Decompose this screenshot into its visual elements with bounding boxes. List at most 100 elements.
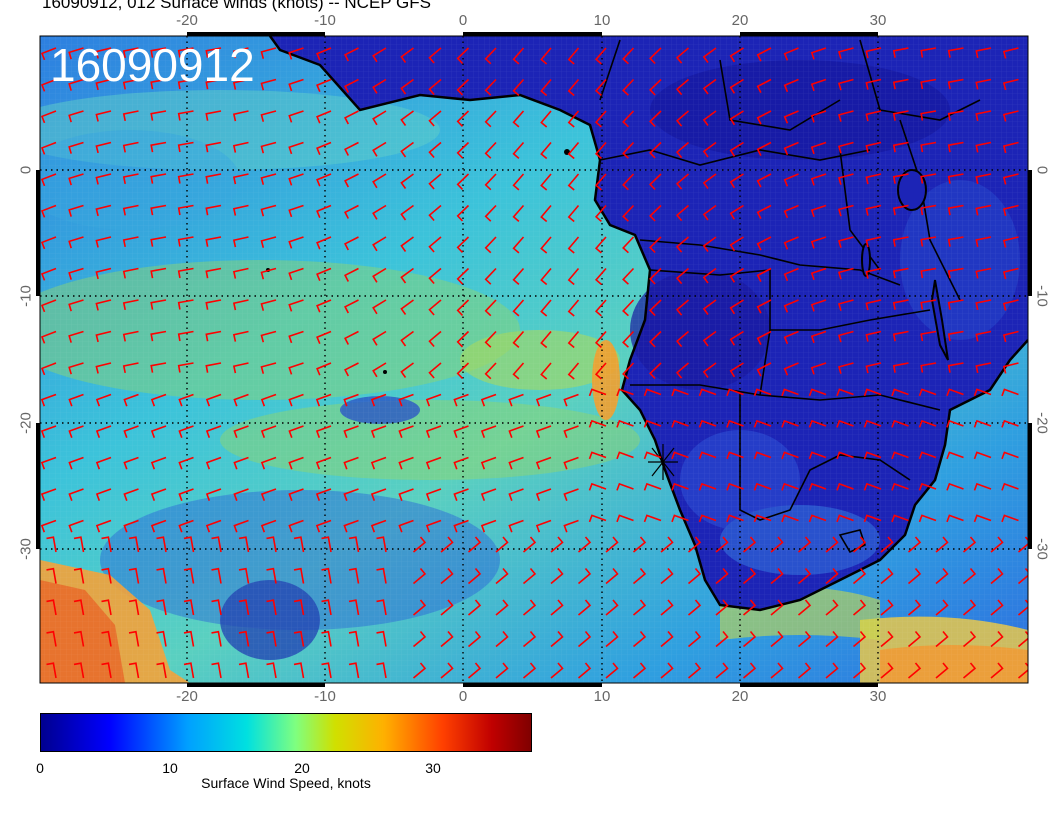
wind-barb <box>643 514 662 523</box>
wind-barb <box>128 599 140 616</box>
wind-barb <box>440 599 454 616</box>
wind-barb <box>783 141 799 156</box>
wind-barb <box>622 78 635 96</box>
wind-barb <box>726 451 744 460</box>
wind-barb <box>260 519 277 533</box>
wind-barb <box>852 567 867 585</box>
wind-barb <box>156 599 167 616</box>
wind-barb <box>698 388 717 397</box>
wind-barb <box>588 388 607 397</box>
wind-barb <box>947 141 964 153</box>
wind-barb <box>512 141 525 160</box>
wind-barb <box>783 204 799 219</box>
wind-barb <box>484 204 497 222</box>
wind-barb <box>726 482 744 491</box>
wind-barb <box>975 362 992 374</box>
wind-barb <box>211 536 222 553</box>
wind-barb <box>260 173 277 185</box>
wind-barb <box>211 662 222 679</box>
wind-barb <box>315 488 332 501</box>
wind-barb <box>649 299 662 317</box>
wind-barb <box>920 78 937 90</box>
wind-barb <box>783 362 799 376</box>
wind-barb <box>177 299 194 310</box>
wind-barb <box>535 488 552 501</box>
wind-barb <box>453 488 469 501</box>
wind-barb <box>865 78 882 90</box>
wind-barb <box>376 662 387 679</box>
wind-barb <box>522 536 537 553</box>
wind-barb <box>400 330 414 347</box>
lon-label-top: -10 <box>314 12 336 29</box>
wind-barb <box>205 236 222 247</box>
wind-barb <box>122 78 139 90</box>
wind-barb <box>643 419 662 428</box>
wind-barb <box>687 630 702 648</box>
wind-barb <box>372 173 387 189</box>
wind-barb <box>484 110 497 128</box>
wind-barb <box>68 204 84 217</box>
wind-barb <box>372 267 387 283</box>
wind-barb <box>316 299 332 313</box>
wind-barb <box>400 267 414 284</box>
wind-barb <box>522 567 537 585</box>
wind-barb <box>715 630 729 648</box>
wind-barb <box>205 110 222 121</box>
wind-barb <box>567 362 580 380</box>
wind-barb <box>288 519 304 533</box>
wind-barb <box>260 330 277 343</box>
lat-label-left: -10 <box>17 285 35 307</box>
wind-barb <box>753 451 772 460</box>
wind-barb <box>729 47 744 63</box>
wind-barb <box>1001 451 1019 460</box>
wind-barb <box>293 536 305 553</box>
wind-barb <box>810 299 827 312</box>
wind-barb <box>863 482 882 491</box>
wind-barb <box>123 393 139 407</box>
wind-barb <box>315 456 332 470</box>
wind-barb <box>288 362 304 375</box>
wind-barb <box>321 599 332 616</box>
wind-barb <box>316 267 332 282</box>
wind-barb <box>975 330 992 342</box>
lat-label-right: -20 <box>1033 412 1051 434</box>
wind-barb <box>892 330 909 342</box>
wind-barb <box>783 47 799 61</box>
wind-barb <box>372 236 387 252</box>
wind-barb <box>484 267 497 285</box>
wind-barb <box>372 110 387 126</box>
wind-barb <box>649 267 662 285</box>
wind-barb <box>863 451 882 460</box>
wind-barb <box>495 567 509 585</box>
wind-barb <box>594 47 607 65</box>
wind-barb <box>316 47 332 61</box>
wind-barb <box>205 488 222 501</box>
wind-barb <box>715 536 729 553</box>
wind-barb <box>753 388 772 397</box>
wind-barb <box>535 456 552 470</box>
wind-barb <box>456 78 470 96</box>
wind-barb <box>412 662 427 679</box>
wind-barb <box>892 141 909 153</box>
wind-barb <box>522 599 537 616</box>
wind-barb <box>675 141 690 159</box>
wind-barb <box>456 110 470 127</box>
wind-barb <box>753 514 772 523</box>
wind-barb <box>577 630 592 648</box>
wind-barb <box>616 514 634 523</box>
wind-barb <box>797 567 812 585</box>
wind-barb <box>232 362 249 374</box>
wind-barb <box>95 456 112 470</box>
wind-barb <box>512 110 525 128</box>
wind-barb <box>68 110 84 123</box>
wind-barb <box>233 456 249 470</box>
wind-barb <box>480 488 497 501</box>
wind-barb <box>1001 514 1019 523</box>
wind-barb <box>400 236 414 252</box>
wind-barb <box>891 451 909 460</box>
wind-barb <box>177 173 194 184</box>
wind-barb <box>321 662 332 679</box>
wind-barb <box>838 173 854 185</box>
wind-barb <box>232 110 249 122</box>
wind-barb <box>1017 536 1028 553</box>
